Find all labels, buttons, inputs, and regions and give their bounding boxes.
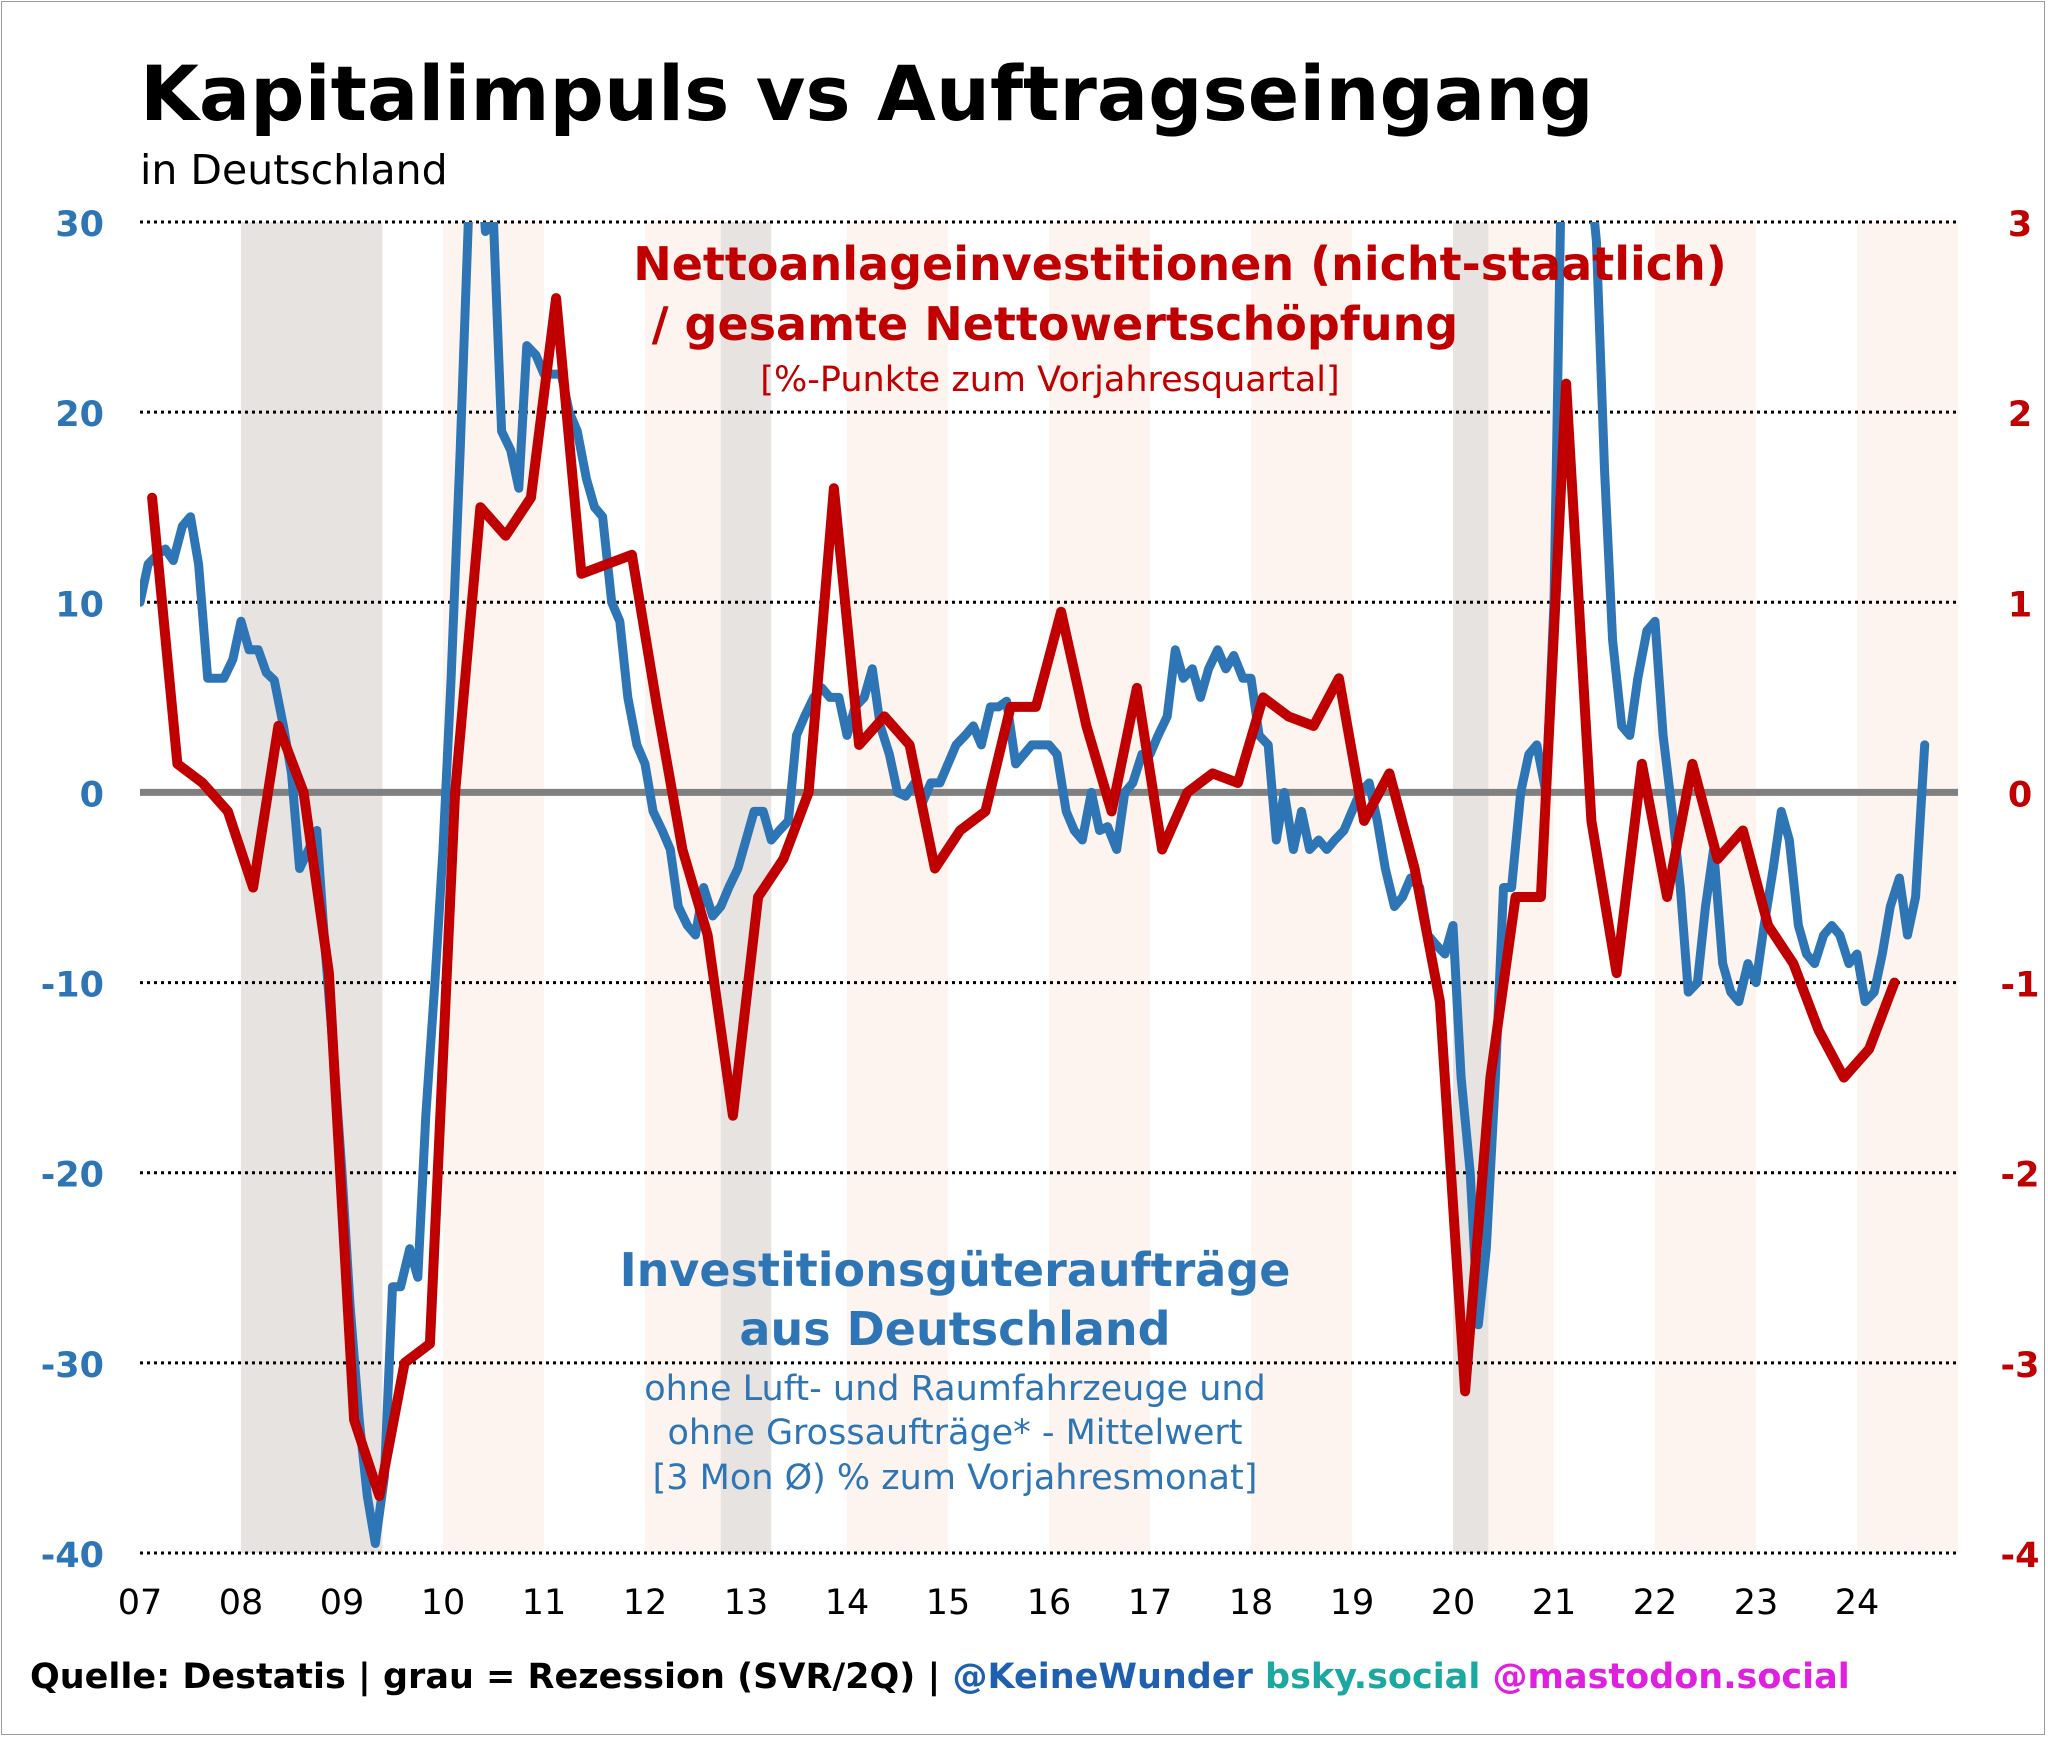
footer-bsky-link[interactable]: bsky.social [1252,1657,1481,1697]
x-tick-label: 19 [1330,1583,1375,1623]
x-tick-label: 22 [1633,1583,1678,1623]
series-red-annotation: Nettoanlageinvestitionen (nicht-staatlic… [633,237,1727,400]
year-band-2016 [1049,222,1150,1553]
x-tick-label: 08 [219,1583,264,1623]
x-tick-label: 09 [320,1583,365,1623]
series-lines [140,222,1930,1548]
footer-mastodon-link[interactable]: @mastodon.social [1480,1657,1850,1697]
red-series-line [147,293,1900,1501]
year-band-2014 [847,222,948,1553]
x-tick-label: 15 [926,1583,971,1623]
right-tick-label: 3 [2008,205,2032,245]
year-band-2018 [1251,222,1352,1553]
left-tick-label: -40 [41,1536,104,1576]
left-tick-label: 10 [55,585,104,625]
left-tick-label: 20 [55,395,104,435]
series-blue-annotation: Investitionsgüteraufträge aus Deutschlan… [620,1243,1291,1498]
blue-series-label-line3: ohne Luft- und Raumfahrzeuge und [644,1369,1266,1409]
blue-series-line [140,222,1930,1548]
x-tick-label: 24 [1835,1583,1880,1623]
chart-title: Kapitalimpuls vs Auftragseingang [140,49,1594,138]
x-tick-label: 21 [1532,1583,1577,1623]
x-tick-label: 10 [421,1583,466,1623]
red-series-unit: [%-Punkte zum Vorjahresquartal] [760,360,1339,400]
recession-band-1 [241,222,383,1553]
x-tick-label: 13 [724,1583,769,1623]
blue-series-label-line1: Investitionsgüteraufträge [620,1243,1291,1297]
blue-series-label-line4: ohne Grossaufträge* - Mittelwert [668,1413,1243,1453]
right-tick-label: -1 [2001,966,2040,1006]
blue-series-label-line5: [3 Mon Ø) % zum Vorjahresmonat] [653,1458,1258,1498]
x-tick-label: 12 [623,1583,668,1623]
year-band-2024 [1857,222,1958,1553]
x-tick-label: 20 [1431,1583,1476,1623]
x-tick-label: 18 [1229,1583,1274,1623]
x-tick-label: 07 [118,1583,163,1623]
x-tick-label: 23 [1734,1583,1779,1623]
chart-subtitle: in Deutschland [140,146,448,194]
right-tick-label: -4 [2001,1536,2040,1576]
left-tick-label: -10 [41,966,104,1006]
right-tick-label: 0 [2008,775,2032,815]
x-tick-label: 11 [522,1583,567,1623]
x-tick-label: 16 [1027,1583,1072,1623]
right-tick-label: 2 [2008,395,2032,435]
left-tick-label: 0 [80,775,104,815]
left-tick-label: -30 [41,1346,104,1386]
source-footer: Quelle: Destatis | grau = Rezession (SVR… [30,1660,1850,1695]
right-tick-label: -3 [2001,1346,2040,1386]
red-series-label-line2: / gesamte Nettowertschöpfung [652,297,1459,351]
red-series-label-line1: Nettoanlageinvestitionen (nicht-staatlic… [633,237,1727,291]
blue-series-label-line2: aus Deutschland [739,1302,1170,1356]
x-tick-label: 17 [1128,1583,1173,1623]
footer-handle-link[interactable]: @KeineWunder [952,1657,1253,1697]
x-tick-label: 14 [825,1583,870,1623]
left-tick-label: 30 [55,205,104,245]
right-tick-label: -2 [2001,1156,2040,1196]
left-tick-label: -20 [41,1156,104,1196]
axis-labels: 30 320 210 10 0-10 -1-20 -2-30 -3-40 -407 08 09 10 1… [41,205,2040,1623]
footer-source: Quelle: Destatis | grau = Rezession (SVR… [30,1657,953,1697]
right-tick-label: 1 [2008,585,2032,625]
